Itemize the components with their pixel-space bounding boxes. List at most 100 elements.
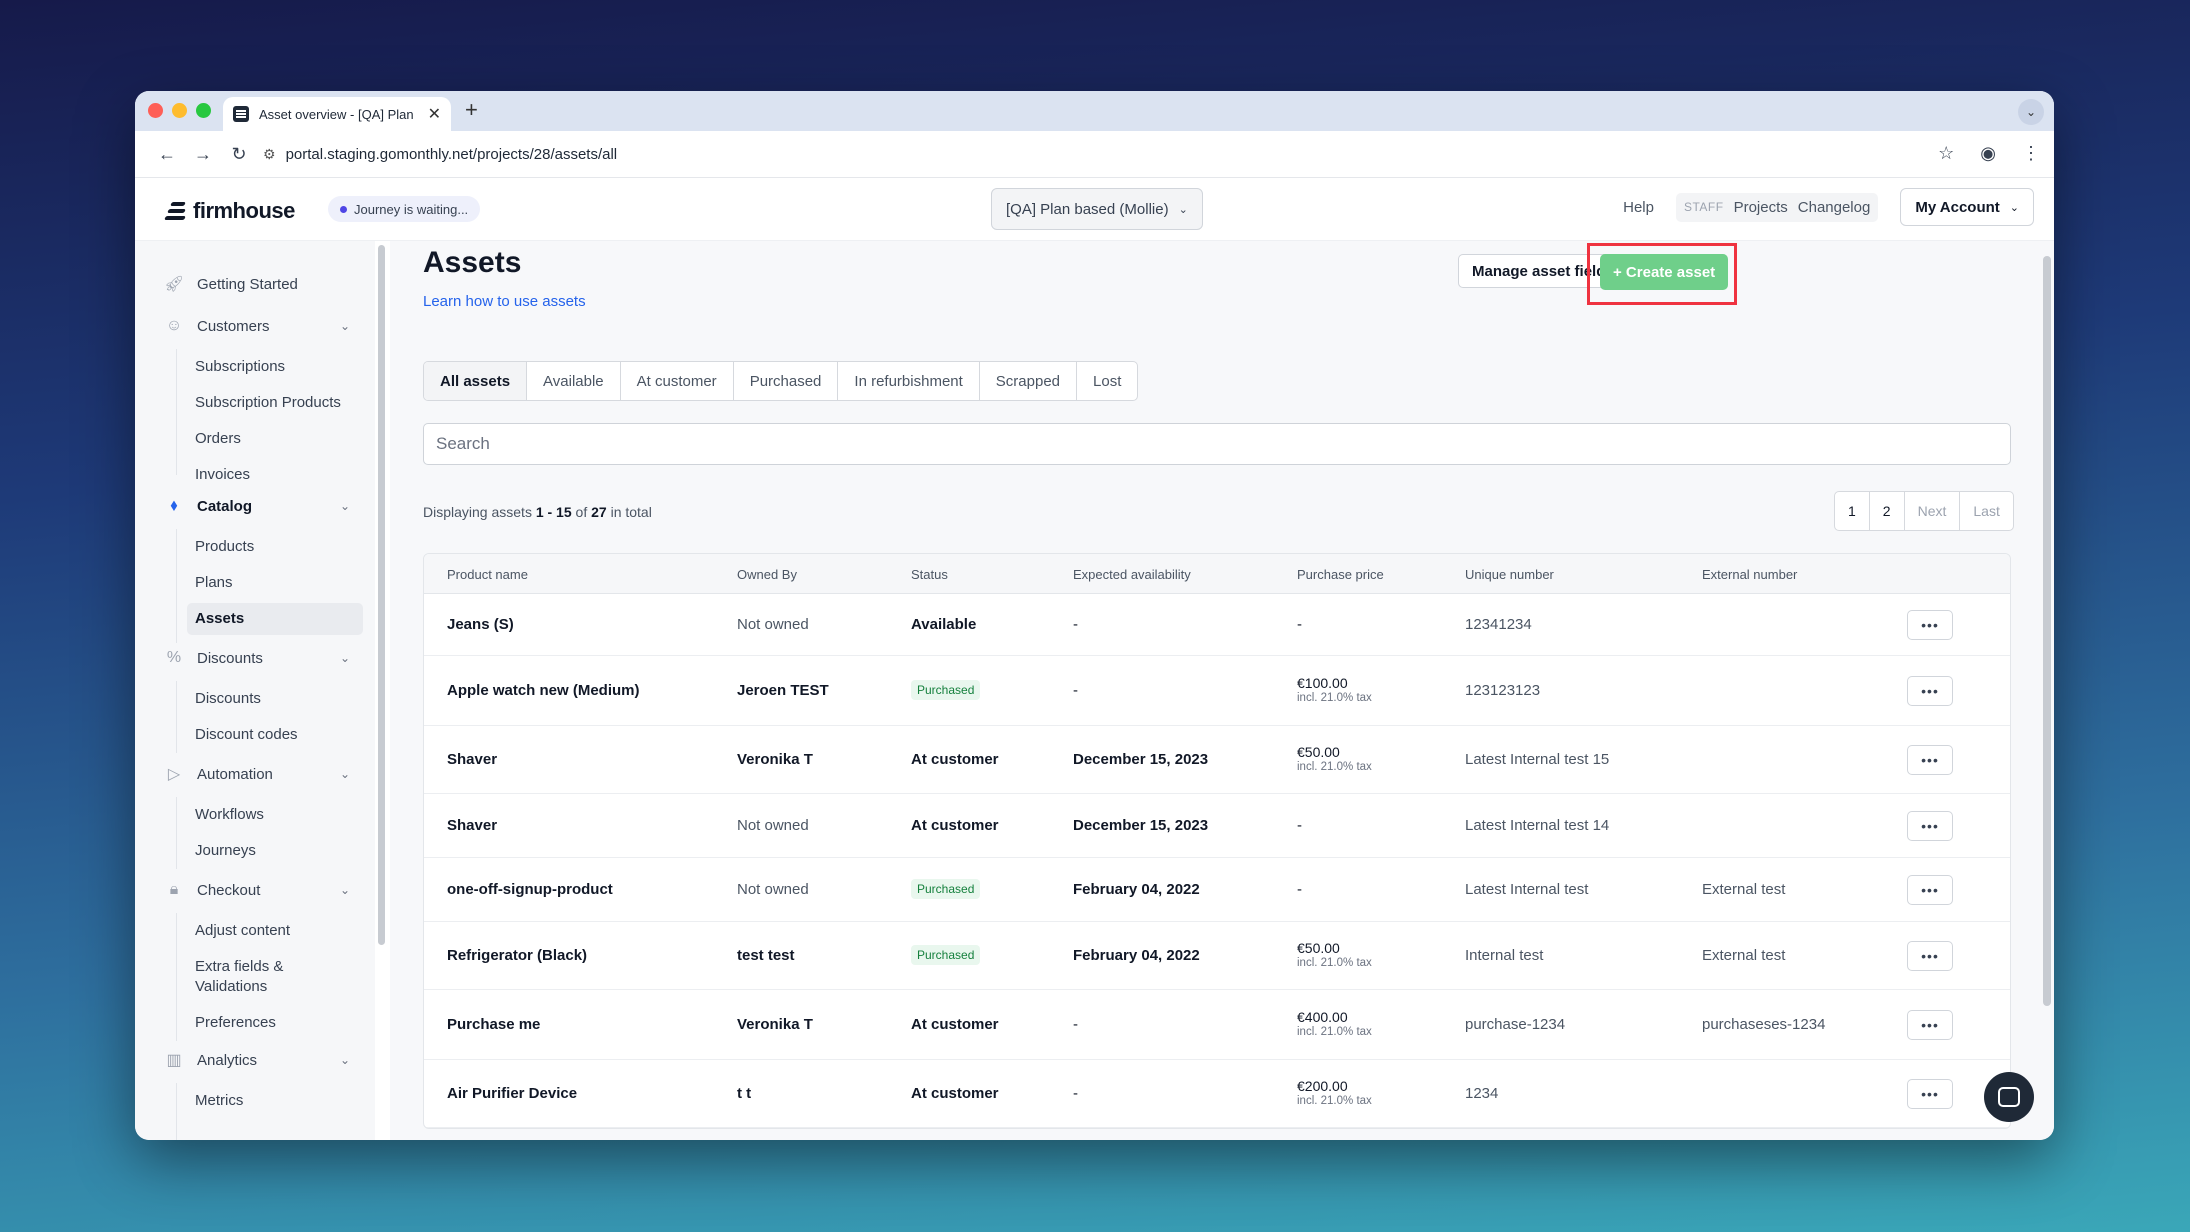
minimize-window-button[interactable] [172, 103, 187, 118]
owned-by-cell: Jeroen TEST [737, 682, 829, 699]
sidebar-item-orders[interactable]: Orders [195, 430, 241, 447]
expected-availability-cell: February 04, 2022 [1073, 881, 1200, 898]
row-actions-button[interactable]: ••• [1907, 610, 1953, 640]
sidebar-item-plans[interactable]: Plans [195, 574, 233, 591]
table-row[interactable]: Shaver Veronika T At customer December 15, … [424, 726, 2010, 794]
site-settings-icon[interactable]: ⚙ [263, 145, 276, 162]
sidebar-scrollbar[interactable] [378, 245, 385, 945]
purchase-price-cell: €400.00 incl. 21.0% tax [1297, 1009, 1372, 1039]
row-actions-button[interactable]: ••• [1907, 1079, 1953, 1109]
filter-in-refurbishment[interactable]: In refurbishment [838, 362, 980, 400]
filter-scrapped[interactable]: Scrapped [980, 362, 1078, 400]
sidebar-item-invoices[interactable]: Invoices [195, 466, 251, 483]
sidebar-item-customers[interactable]: ☺ Customers ⌄ [165, 317, 350, 335]
owned-by-cell: Not owned [737, 616, 809, 633]
table-row[interactable]: Purchase me Veronika T At customer - €400.00… [424, 990, 2010, 1060]
row-actions-button[interactable]: ••• [1907, 941, 1953, 971]
row-actions-button[interactable]: ••• [1907, 745, 1953, 775]
sidebar-item-discounts[interactable]: % Discounts ⌄ [165, 649, 350, 667]
row-actions-button[interactable]: ••• [1907, 1010, 1953, 1040]
expected-availability-cell: - [1073, 1085, 1078, 1102]
sidebar-item-journeys[interactable]: Journeys [195, 842, 256, 859]
sidebar-item-metrics[interactable]: Metrics [195, 1092, 244, 1109]
table-row[interactable]: one-off-signup-product Not owned Purchased… [424, 858, 2010, 922]
manage-asset-fields-button[interactable]: Manage asset fields [1458, 254, 1628, 288]
filter-available[interactable]: Available [527, 362, 621, 400]
project-selector[interactable]: [QA] Plan based (Mollie) ⌄ [991, 188, 1203, 230]
sidebar-item-discount-codes[interactable]: Discount codes [195, 726, 298, 743]
bookmark-star-icon[interactable]: ☆ [1938, 143, 1955, 163]
close-window-button[interactable] [148, 103, 163, 118]
sidebar-item-label: Checkout [197, 881, 261, 899]
help-link[interactable]: Help [1623, 198, 1654, 216]
reload-icon[interactable]: ↻ [231, 143, 247, 164]
last-page-button[interactable]: Last [1973, 503, 2000, 519]
tab-close-icon[interactable]: ✕ [427, 106, 441, 123]
filter-purchased[interactable]: Purchased [734, 362, 839, 400]
page-2-button[interactable]: 2 [1870, 492, 1905, 530]
table-row[interactable]: Jeans (S) Not owned Available - - 12341234 ••• [424, 594, 2010, 656]
filter-lost[interactable]: Lost [1093, 372, 1122, 390]
journey-status-badge[interactable]: Journey is waiting... [328, 196, 481, 222]
sidebar-item-workflows[interactable]: Workflows [195, 806, 264, 823]
purchase-price-cell: - [1297, 817, 1302, 834]
sidebar-item-label: Catalog [197, 497, 253, 515]
sidebar-item-analytics[interactable]: ▥ Analytics ⌄ [165, 1051, 350, 1070]
sidebar-item-automation[interactable]: ▷ Automation ⌄ [165, 765, 350, 784]
sidebar-item-catalog[interactable]: ⬧ Catalog ⌄ [165, 497, 350, 515]
divider [176, 913, 177, 1041]
column-header: Unique number [1465, 567, 1554, 582]
table-row[interactable]: Refrigerator (Black) test test Purchased Fe… [424, 922, 2010, 990]
filter-all-assets[interactable]: All assets [424, 362, 528, 400]
unique-number-cell: 12341234 [1465, 616, 1532, 633]
firmhouse-logo[interactable]: firmhouse [164, 198, 295, 224]
sidebar-item-adjust-content[interactable]: Adjust content [195, 922, 291, 939]
main-scrollbar[interactable] [2043, 256, 2051, 1006]
learn-assets-link[interactable]: Learn how to use assets [423, 293, 586, 310]
back-icon[interactable]: ← [158, 143, 176, 164]
next-page-button[interactable]: Next [1905, 492, 1961, 530]
chat-support-button[interactable] [1984, 1072, 2034, 1122]
tab-search-icon[interactable]: ⌄ [2018, 99, 2044, 125]
sidebar-item-subscriptions[interactable]: Subscriptions [195, 358, 286, 375]
product-name-cell: Jeans (S) [447, 616, 514, 633]
sidebar-item-products[interactable]: Products [195, 538, 255, 555]
maximize-window-button[interactable] [196, 103, 211, 118]
row-actions-button[interactable]: ••• [1907, 811, 1953, 841]
account-menu-button[interactable]: My Account ⌄ [1900, 188, 2034, 226]
browser-menu-icon[interactable]: ⋮ [2022, 143, 2040, 163]
sidebar-item-subscription-products[interactable]: Subscription Products [195, 394, 341, 411]
create-asset-button[interactable]: + Create asset [1600, 254, 1729, 290]
page-1-button[interactable]: 1 [1835, 492, 1870, 530]
sidebar-item-extra-fields[interactable]: Extra fields & Validations [195, 958, 284, 995]
new-tab-icon[interactable]: + [465, 97, 478, 122]
sidebar-item-discounts-list[interactable]: Discounts [195, 690, 261, 707]
sidebar-item-preferences[interactable]: Preferences [195, 1014, 276, 1031]
changelog-link[interactable]: Changelog [1797, 198, 1871, 216]
sidebar-item-label: Automation [197, 765, 273, 783]
row-actions-button[interactable]: ••• [1907, 875, 1953, 905]
tab-bar: Asset overview - [QA] Plan b… ✕ + ⌄ [135, 91, 2054, 131]
external-number-cell: External test [1702, 881, 1786, 898]
rocket-icon: 🚀︎ [163, 276, 185, 293]
table-row[interactable]: Air Purifier Device t t At customer - €200.0… [424, 1060, 2010, 1128]
profile-icon[interactable]: ◉ [1980, 143, 1996, 163]
table-row[interactable]: Apple watch new (Medium) Jeroen TEST Purch… [424, 656, 2010, 726]
projects-link[interactable]: Projects [1733, 198, 1788, 216]
sidebar-item-getting-started[interactable]: 🚀︎ Getting Started [163, 275, 350, 294]
logo-text: firmhouse [193, 198, 295, 223]
search-input[interactable] [423, 423, 2011, 465]
purchase-price-cell: €50.00 incl. 21.0% tax [1297, 940, 1372, 970]
price-value: €100.00 [1297, 675, 1348, 691]
table-row[interactable]: Shaver Not owned At customer December 15, 2… [424, 794, 2010, 858]
url-field[interactable]: ⚙ portal.staging.gomonthly.net/projects/… [263, 137, 2043, 171]
filter-at-customer[interactable]: At customer [621, 362, 734, 400]
forward-icon[interactable]: → [194, 143, 212, 164]
sidebar-item-checkout[interactable]: 🔒︎ Checkout ⌄ [165, 881, 350, 899]
page-title: Assets [423, 246, 522, 279]
browser-tab[interactable]: Asset overview - [QA] Plan b… ✕ [223, 97, 451, 131]
chevron-down-icon: ⌄ [339, 499, 350, 513]
row-actions-button[interactable]: ••• [1907, 676, 1953, 706]
staff-label: STAFF [1683, 200, 1724, 214]
sidebar-item-assets[interactable]: Assets [187, 603, 363, 635]
